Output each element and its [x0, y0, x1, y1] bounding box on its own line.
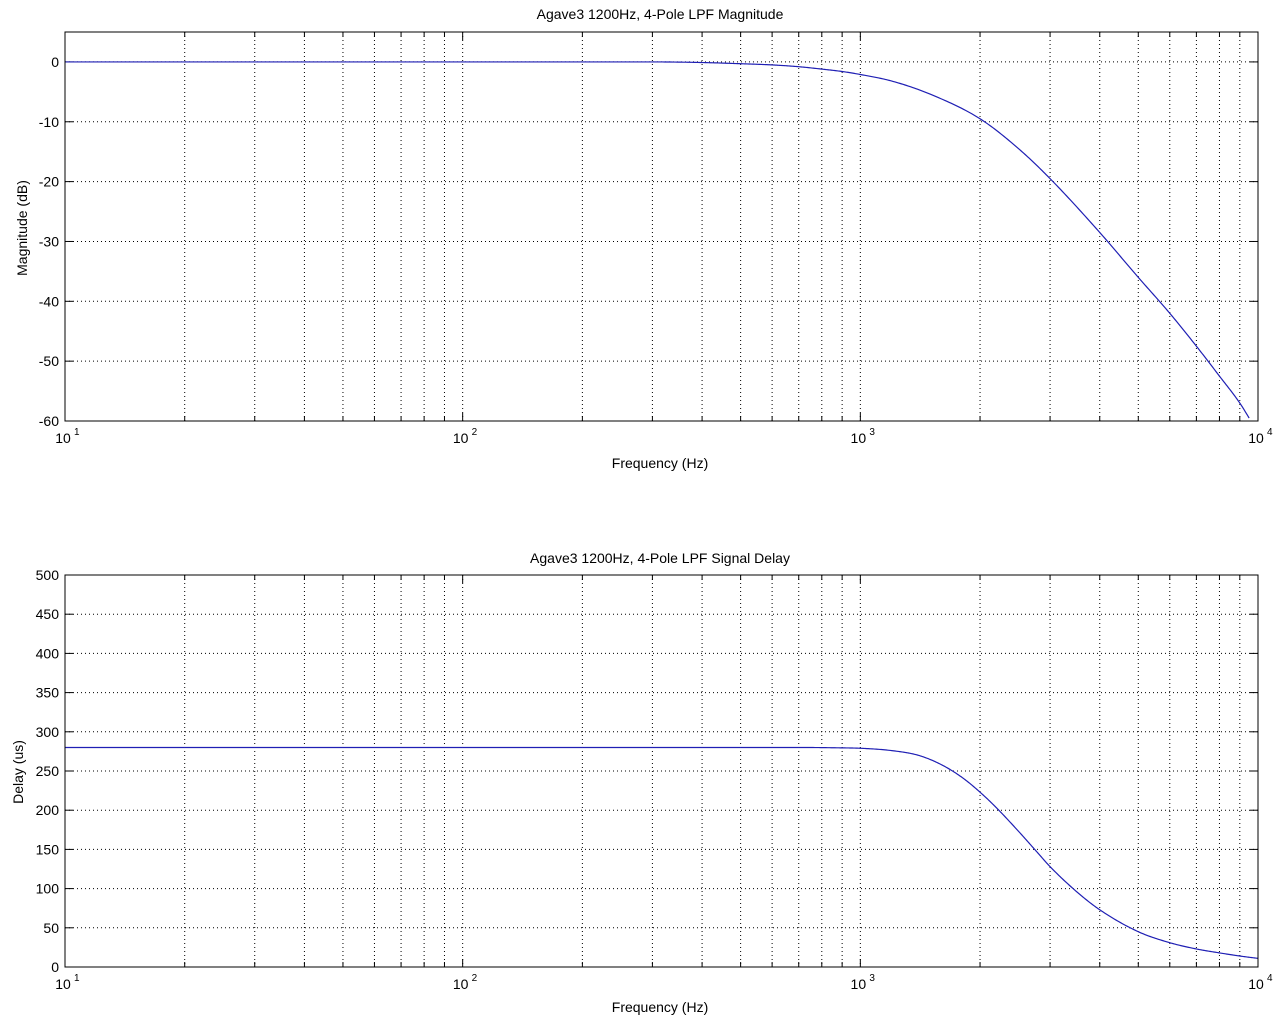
delay-y-tick-label: 100	[36, 881, 60, 897]
delay-x-tick-label: 10	[453, 976, 469, 992]
delay-x-tick-exponent: 1	[74, 973, 80, 984]
delay-y-tick-label: 150	[36, 841, 60, 857]
delay-grid	[65, 575, 1258, 967]
delay-ticks: 10 1 10 2 10 3 10 45004504003503002502001501005…	[36, 567, 1273, 992]
magnitude-plot-frame	[64, 31, 1259, 422]
magnitude-chart-title: Agave3 1200Hz, 4-Pole LPF Magnitude	[537, 6, 784, 22]
magnitude-y-axis-label: Magnitude (dB)	[14, 180, 30, 276]
delay-x-tick-label: 10	[55, 976, 71, 992]
delay-y-tick-label: 250	[36, 763, 60, 779]
delay-y-axis-label: Delay (us)	[10, 740, 26, 804]
magnitude-x-tick-exponent: 1	[74, 427, 80, 438]
magnitude-x-tick-label: 10	[453, 430, 469, 446]
delay-chart: Agave3 1200Hz, 4-Pole LPF Signal Delay F…	[10, 550, 1273, 1015]
delay-x-tick-label: 10	[851, 976, 867, 992]
delay-x-tick-label: 10	[1248, 976, 1264, 992]
delay-y-tick-label: 350	[36, 685, 60, 701]
magnitude-y-tick-label: -40	[39, 293, 59, 309]
delay-plot-frame	[64, 574, 1259, 968]
delay-y-tick-label: 450	[36, 606, 60, 622]
delay-x-axis-label: Frequency (Hz)	[612, 999, 708, 1015]
magnitude-x-tick-exponent: 2	[472, 427, 478, 438]
delay-y-tick-label: 200	[36, 802, 60, 818]
magnitude-x-tick-exponent: 4	[1267, 427, 1273, 438]
magnitude-ticks: 10 1 10 2 10 3 10 40-10-20-30-40-50-60	[39, 32, 1273, 446]
magnitude-y-tick-label: 0	[51, 54, 59, 70]
magnitude-chart: Agave3 1200Hz, 4-Pole LPF Magnitude Freq…	[14, 6, 1273, 471]
magnitude-x-tick-label: 10	[851, 430, 867, 446]
magnitude-grid	[65, 32, 1258, 421]
magnitude-x-axis-label: Frequency (Hz)	[612, 455, 708, 471]
magnitude-y-tick-label: -10	[39, 114, 59, 130]
delay-chart-title: Agave3 1200Hz, 4-Pole LPF Signal Delay	[530, 550, 790, 566]
magnitude-series-line	[65, 61, 1250, 419]
delay-x-tick-exponent: 3	[869, 973, 875, 984]
magnitude-y-tick-label: -30	[39, 233, 59, 249]
delay-y-tick-label: 400	[36, 645, 60, 661]
delay-y-tick-label: 500	[36, 567, 60, 583]
delay-x-tick-exponent: 2	[472, 973, 478, 984]
delay-series-line	[65, 746, 1259, 959]
magnitude-x-tick-label: 10	[1248, 430, 1264, 446]
magnitude-y-tick-label: -20	[39, 174, 59, 190]
magnitude-y-tick-label: -50	[39, 353, 59, 369]
delay-y-tick-label: 50	[43, 920, 59, 936]
delay-y-tick-label: 0	[51, 959, 59, 975]
delay-x-tick-exponent: 4	[1267, 973, 1273, 984]
delay-y-tick-label: 300	[36, 724, 60, 740]
magnitude-x-tick-exponent: 3	[869, 427, 875, 438]
magnitude-x-tick-label: 10	[55, 430, 71, 446]
magnitude-y-tick-label: -60	[39, 413, 59, 429]
